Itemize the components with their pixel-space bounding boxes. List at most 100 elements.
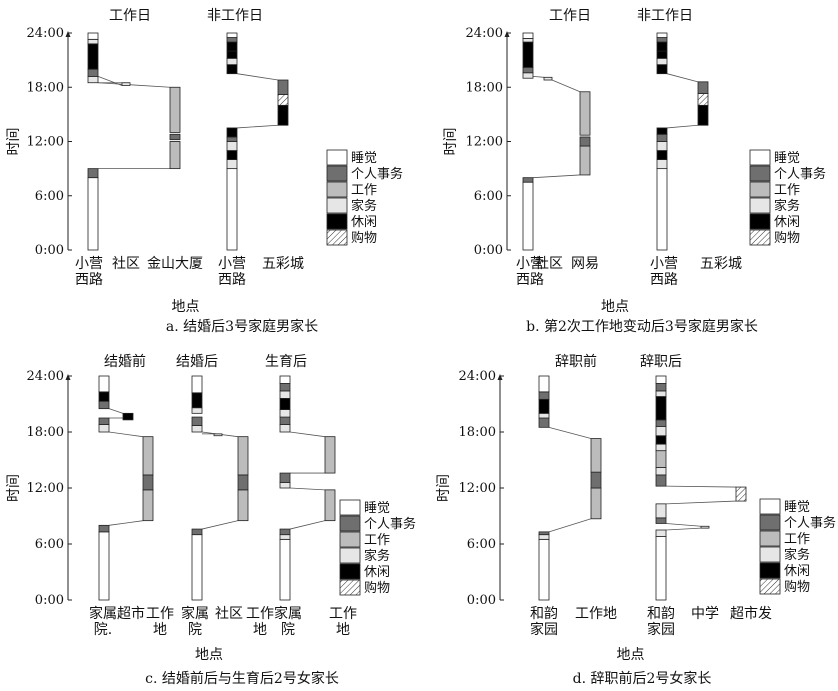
location-bar [226, 32, 238, 251]
legend-swatch-personal [749, 165, 771, 182]
y-tick-label: 18:00 [27, 80, 64, 95]
location-label: 院. [94, 622, 112, 638]
activity-segment-personal [279, 528, 291, 536]
y-tick-label: 12:00 [27, 135, 64, 150]
activity-segment-work [590, 438, 602, 473]
location-label: 五彩城 [700, 256, 742, 272]
activity-segment-personal [655, 383, 667, 392]
y-tick-label: 18:00 [27, 425, 64, 440]
activity-segment-house [191, 407, 203, 414]
location-label: 小营 [218, 256, 246, 272]
activity-segment-house [226, 141, 238, 151]
activity-segment-leisure [656, 127, 668, 135]
activity-segment-house [121, 82, 131, 86]
y-axis-label: 时间 [436, 474, 452, 502]
path-line [532, 76, 545, 78]
activity-segment-sleep [538, 538, 550, 601]
legend-swatch-personal [326, 165, 348, 182]
location-label: 社区 [215, 606, 243, 622]
path-line [108, 431, 144, 438]
legend-label: 睡觉 [784, 500, 810, 515]
activity-segment-work [142, 436, 154, 476]
panel-caption: d. 辞职前后2号女家长 [573, 670, 712, 687]
location-bar [324, 436, 336, 522]
activity-segment-house [655, 467, 667, 476]
activity-segment-personal [98, 417, 110, 425]
legend-label: 休闲 [351, 215, 377, 230]
legend-swatch-work [749, 181, 771, 198]
legend-label: 个人事务 [364, 516, 416, 532]
activity-segment-house [700, 525, 710, 529]
activity-segment-leisure [122, 412, 134, 421]
activity-segment-work [237, 489, 249, 522]
path-line [665, 527, 702, 531]
activity-segment-work [324, 489, 336, 522]
activity-segment-leisure [277, 104, 289, 126]
y-tick-label: 12:00 [27, 481, 64, 496]
section-label: 结婚后 [176, 354, 218, 370]
activity-segment-personal [590, 471, 602, 489]
path-lines [532, 73, 699, 179]
legend-label: 休闲 [784, 564, 810, 579]
activity-segment-house [226, 159, 238, 170]
location-bar [656, 32, 668, 251]
location-label: 院 [188, 622, 202, 638]
legend-label: 睡觉 [351, 151, 377, 166]
activity-segment-house [656, 57, 668, 66]
location-label: 五彩城 [262, 256, 304, 272]
activity-segment-leisure [226, 150, 238, 160]
legend-swatch-shop [339, 579, 361, 596]
y-axis-arrow-icon [65, 31, 71, 37]
activity-segment-shop [277, 94, 289, 106]
location-bar [169, 86, 181, 170]
legend-label: 工作 [364, 533, 390, 548]
activity-segment-work [590, 487, 602, 520]
y-tick-label: 0:00 [35, 243, 64, 258]
path-line [97, 76, 123, 86]
location-label: 超市 [117, 605, 145, 622]
legend-label: 个人事务 [784, 515, 836, 531]
activity-segment-personal [279, 472, 291, 483]
activity-segment-personal [87, 168, 99, 179]
activity-segment-personal [655, 517, 667, 524]
legend-label: 购物 [364, 580, 390, 596]
activity-segment-house [655, 390, 667, 397]
activity-segment-house [279, 409, 291, 418]
activity-segment-personal [697, 81, 709, 94]
y-tick-label: 24:00 [27, 369, 64, 384]
legend-label: 个人事务 [774, 166, 826, 182]
activity-segment-work [579, 145, 591, 176]
activity-segment-shop [735, 486, 747, 502]
legend-label: 休闲 [774, 215, 800, 230]
path-lines [548, 426, 737, 533]
path-line [236, 124, 279, 129]
activity-segment-leisure [98, 391, 110, 402]
activity-segment-house [655, 529, 667, 537]
activity-segment-sleep [87, 32, 99, 40]
location-label: 西路 [516, 272, 544, 288]
activity-segment-work [142, 489, 154, 522]
path-line [532, 174, 581, 179]
activity-segment-sleep [655, 536, 667, 601]
activity-segment-house [655, 503, 667, 519]
location-bar [543, 76, 553, 81]
path-line [665, 500, 737, 505]
activity-segment-sleep [191, 375, 203, 394]
activity-segment-leisure [87, 43, 99, 70]
y-tick-label: 18:00 [466, 80, 503, 95]
path-line [548, 426, 592, 439]
activity-segment-house [538, 412, 550, 419]
activity-segment-personal [522, 66, 534, 74]
location-bar [87, 32, 99, 251]
location-bar [538, 375, 550, 601]
location-label: 社区 [112, 256, 140, 272]
y-tick-label: 24:00 [466, 26, 503, 41]
path-line [108, 520, 144, 526]
activity-segment-house [279, 534, 291, 540]
activity-segment-leisure [656, 41, 668, 52]
path-line [201, 520, 239, 530]
x-axis-label: 地点 [172, 299, 200, 315]
